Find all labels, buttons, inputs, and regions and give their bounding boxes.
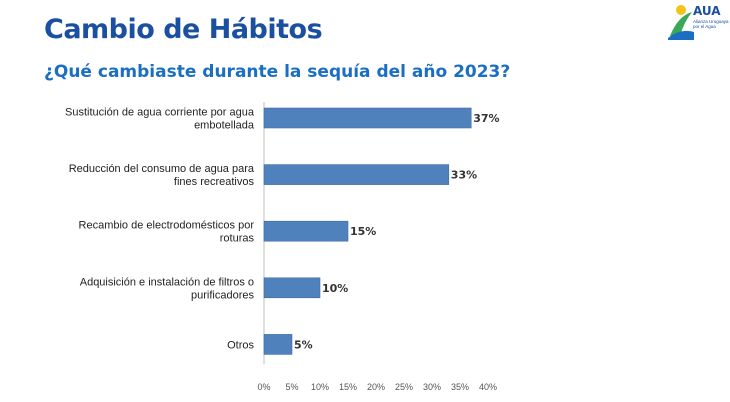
category-label: Reducción del consumo de agua para [69, 163, 255, 175]
x-tick-label: 25% [395, 382, 413, 392]
bar [263, 277, 321, 299]
category-label: Otros [227, 339, 254, 351]
category-label: Sustitución de agua corriente por agua [65, 107, 255, 119]
x-tick-label: 10% [311, 382, 329, 392]
x-tick-label: 15% [339, 382, 357, 392]
x-tick-label: 5% [285, 382, 298, 392]
bar [263, 220, 349, 242]
bar [263, 334, 293, 355]
logo-tagline: Alianza Uruguaya por el Agua [693, 19, 729, 29]
bar [263, 164, 450, 185]
data-label: 5% [294, 338, 313, 351]
category-label: embotellada [194, 120, 255, 132]
x-tick-label: 20% [367, 382, 385, 392]
x-tick-label: 30% [423, 382, 441, 392]
data-label: 15% [350, 225, 376, 238]
aua-logo-icon [668, 5, 694, 40]
x-tick-label: 0% [257, 382, 270, 392]
category-label: Recambio de electrodomésticos por [79, 220, 255, 232]
page-subtitle: ¿Qué cambiaste durante la sequía del año… [44, 62, 511, 82]
bar [263, 107, 472, 129]
category-label: fines recreativos [174, 176, 255, 188]
x-tick-label: 35% [451, 382, 469, 392]
category-label: roturas [220, 233, 255, 245]
data-label: 10% [322, 282, 348, 295]
data-label: 37% [473, 112, 499, 125]
category-label: purificadores [191, 289, 254, 301]
data-label: 33% [451, 169, 477, 182]
page-title: Cambio de Hábitos [44, 14, 323, 45]
logo-name: AUA [693, 4, 721, 18]
x-tick-label: 40% [479, 382, 497, 392]
category-label: Adquisición e instalación de filtros o [80, 276, 254, 288]
